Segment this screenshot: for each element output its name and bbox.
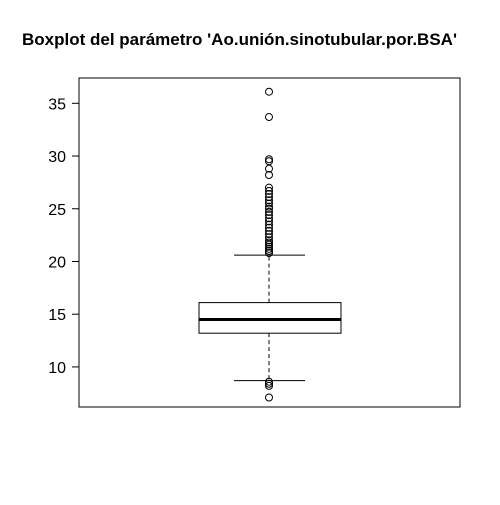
outlier-point [265, 381, 273, 390]
outlier-point [265, 202, 273, 211]
outlier-point [265, 223, 273, 232]
outlier-point [265, 246, 273, 255]
outlier-point [265, 226, 273, 235]
y-tick-label: 30 [48, 149, 66, 166]
outlier-point [265, 214, 273, 223]
outlier-point [265, 193, 273, 202]
y-tick-label: 35 [48, 96, 66, 113]
outlier-point [265, 230, 273, 239]
outlier-point [265, 244, 273, 253]
y-tick-label: 20 [48, 254, 66, 271]
outlier-point [265, 238, 273, 247]
outlier-point [265, 171, 273, 180]
outlier-point [265, 204, 273, 213]
outlier-point [265, 211, 273, 220]
outlier-point [265, 242, 273, 251]
outlier-point [265, 393, 273, 402]
outlier-point [265, 155, 273, 164]
outlier-point [265, 379, 273, 388]
outlier-point [265, 189, 273, 198]
y-tick-label: 15 [48, 307, 66, 324]
outlier-point [265, 217, 273, 226]
outlier-point [265, 164, 273, 173]
outlier-point [265, 113, 273, 122]
plot-frame [78, 77, 461, 408]
outlier-point [265, 186, 273, 195]
outlier-point [265, 196, 273, 205]
outliers-group [265, 87, 273, 402]
outlier-point [265, 207, 273, 216]
outlier-point [265, 249, 273, 258]
box-group [198, 254, 342, 382]
y-tick-label: 10 [48, 360, 66, 377]
iqr-box [198, 302, 342, 334]
outlier-point [265, 377, 273, 386]
chart-title: Boxplot del parámetro 'Ao.unión.sinotubu… [22, 30, 457, 49]
outlier-point [265, 236, 273, 245]
y-tick-label: 25 [48, 202, 66, 219]
outlier-point [265, 240, 273, 249]
outlier-point [265, 220, 273, 229]
outlier-point [265, 183, 273, 192]
outlier-point [265, 199, 273, 208]
y-axis: 10 15 20 25 30 35 [48, 96, 79, 377]
outlier-point [265, 87, 273, 96]
